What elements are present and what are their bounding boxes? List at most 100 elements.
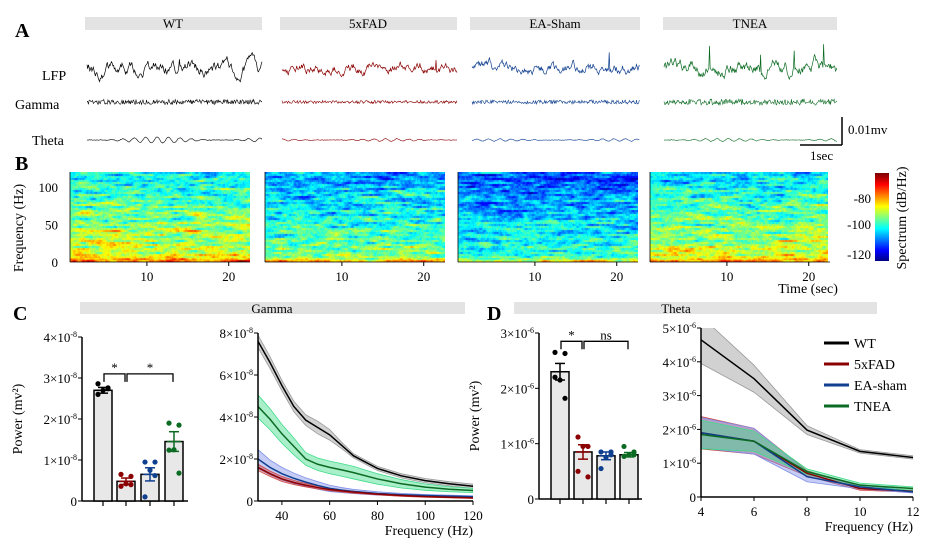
row-label-lfp: LFP <box>42 69 66 84</box>
x-tick-label: 100 <box>415 508 435 523</box>
data-point-tnea <box>166 420 172 426</box>
x-tick-label: 6 <box>751 504 758 519</box>
spectrogram-x-tick-label-20: 20 <box>222 269 235 284</box>
significance-label: * <box>111 360 118 375</box>
data-point-tnea <box>171 447 177 453</box>
condition-label-tnea: TNEA <box>733 16 768 31</box>
sem-band-5xfad <box>258 463 473 499</box>
data-point-5xfad <box>575 434 581 440</box>
data-point-wt <box>552 374 558 380</box>
data-point-ea-sham <box>608 452 614 458</box>
data-point-tnea <box>166 447 172 453</box>
significance-bracket <box>103 373 126 382</box>
significance-bracket <box>560 340 583 350</box>
data-point-wt <box>100 387 106 393</box>
lfp-trace-tnea <box>663 44 838 81</box>
x-tick-label: 60 <box>323 508 336 523</box>
panel-label-c: C <box>13 303 27 325</box>
spectrogram-x-tick-label-10: 10 <box>335 269 348 284</box>
y-tick-label: 0 <box>247 494 254 509</box>
spectrogram-wt <box>70 172 250 262</box>
significance-label: * <box>147 360 154 375</box>
x-tick-label: 4 <box>698 504 705 519</box>
gamma-trace-5xfad <box>281 99 458 105</box>
bar-ea-sham <box>596 455 616 500</box>
legend-label-5xfad: 5xFAD <box>854 358 895 373</box>
lfp-trace-wt <box>86 51 263 83</box>
header-bar-ea-sham <box>470 17 640 30</box>
data-point-ea-sham <box>152 472 158 479</box>
y-tick-label: 0 <box>71 494 78 509</box>
tick-exponent: -8 <box>70 371 77 380</box>
bar-wt <box>93 389 113 502</box>
y-tick-label: 1×10-8 <box>43 453 77 468</box>
significance-bracket <box>583 340 629 350</box>
data-point-tnea <box>621 453 627 459</box>
panel-label-d: D <box>487 303 501 325</box>
spectrogram-x-tick-label-10: 10 <box>528 269 541 284</box>
series-line-ea-sham <box>258 458 473 498</box>
x-tick-label: 40 <box>275 508 288 523</box>
colorbar <box>875 173 889 261</box>
sem-band-tnea <box>258 394 473 494</box>
theta-bar-chart: 0 1×10-6 2×10-6 3×10-6 Power (mv²) * ns <box>468 326 642 507</box>
spectrogram-y-tick-50: 50 <box>45 218 58 233</box>
spectrogram-x-tick-label-20: 20 <box>417 269 430 284</box>
spectrogram-y-label: Frequency (Hz) <box>12 184 27 273</box>
tick-exponent: -8 <box>246 326 253 335</box>
tick-exponent: -6 <box>689 355 696 364</box>
colorbar-tick-80: -80 <box>854 191 871 206</box>
colorbar-tick-120: -120 <box>847 247 871 262</box>
colorbar-label: Spectrum (dB/Hz) <box>895 166 910 269</box>
theta-trace-wt <box>86 136 263 144</box>
tick-exponent: -8 <box>246 452 253 461</box>
spectrogram-x-tick-label-10: 10 <box>140 269 153 284</box>
tick-exponent: -6 <box>689 389 696 398</box>
data-point-ea-sham <box>147 467 153 473</box>
tick-exponent: -6 <box>527 437 534 446</box>
y-tick-label: 1×10-6 <box>500 437 534 452</box>
data-point-tnea <box>176 422 182 428</box>
condition-label-wt: WT <box>163 16 183 31</box>
x-axis-label: Frequency (Hz) <box>825 520 914 535</box>
row-label-gamma: Gamma <box>15 98 60 113</box>
tick-exponent: -8 <box>70 453 77 462</box>
theta-trace-ea-sham <box>471 138 640 142</box>
data-point-5xfad <box>118 483 124 489</box>
panel-label-a: A <box>15 20 30 42</box>
gamma-trace-tnea <box>663 98 838 107</box>
series-line-5xfad <box>258 466 473 499</box>
data-point-wt <box>95 381 101 387</box>
gamma-bar-chart: 0 1×10-8 2×10-8 3×10-8 4×10-8 Power (mv²) * * <box>11 330 188 509</box>
data-point-tnea <box>631 452 637 458</box>
spectrogram-axes: 0 50 100 10 20 10 20 10 20 10 20 <box>39 172 830 284</box>
y-tick-label: 3×10-6 <box>500 326 534 341</box>
spectrogram-x-label: Time (sec) <box>778 282 838 297</box>
legend-label-tnea: TNEA <box>854 400 892 415</box>
tick-exponent: -6 <box>689 321 696 330</box>
y-tick-label: 3×10-6 <box>662 389 696 404</box>
data-point-tnea <box>176 470 182 476</box>
data-point-wt <box>562 350 568 357</box>
bar-wt <box>550 370 570 500</box>
legend: WT 5xFAD EA-sham TNEA <box>824 337 907 415</box>
y-tick-label: 0 <box>690 490 697 505</box>
significance-label: ns <box>600 327 612 342</box>
panel-label-b: B <box>15 153 28 175</box>
y-tick-label: 1×10-6 <box>662 456 696 471</box>
series-line-tnea <box>701 433 913 490</box>
theta-line-chart: 0 1×10-6 2×10-6 3×10-6 4×10-6 5×10-6 4 6 8 10 12Fr… <box>662 321 919 535</box>
significance-label: * <box>568 327 575 342</box>
data-point-tnea <box>621 443 627 450</box>
significance-bracket <box>126 373 174 382</box>
tick-exponent: -6 <box>527 381 534 390</box>
data-point-wt <box>562 395 568 401</box>
lfp-trace-5xfad <box>281 60 458 78</box>
spectrogram-x-tick-label-10: 10 <box>720 269 733 284</box>
data-point-ea-sham <box>603 454 609 461</box>
header-bar-5xfad <box>280 17 457 30</box>
data-point-wt <box>105 386 111 392</box>
header-bar-tnea <box>663 17 837 30</box>
gamma-line-chart: 0 2×10-8 4×10-8 6×10-8 8×10-8 40 60 80 100 120Fre… <box>219 326 482 539</box>
